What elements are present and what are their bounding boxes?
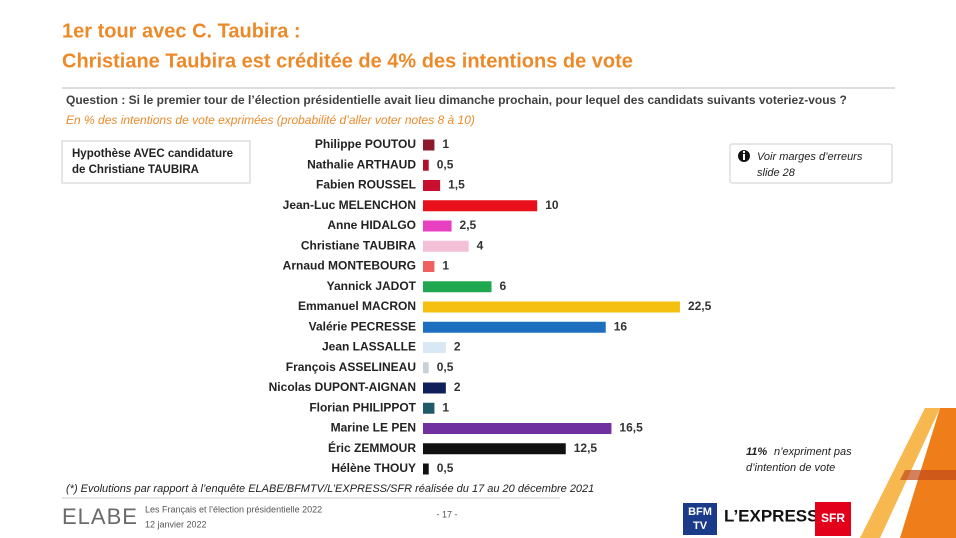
chart: Philippe POUTOU 1 Nathalie ARTHAUD 0,5 Fabie… <box>269 137 712 475</box>
bar <box>423 362 429 374</box>
bar <box>423 240 469 252</box>
decor <box>900 470 956 480</box>
abstention-share: 11% <box>746 446 767 458</box>
bar <box>423 159 429 171</box>
logo-express: L’EXPRESS <box>724 506 818 525</box>
bar <box>423 180 441 191</box>
margins-note: slide 28 <box>757 167 796 179</box>
question: Question : Si le premier tour de l’élect… <box>66 93 847 107</box>
bar <box>423 200 538 212</box>
bar <box>423 382 446 394</box>
bar <box>423 261 435 272</box>
margins-box <box>729 143 893 184</box>
category-label: Nicolas DUPONT-AIGNAN <box>269 380 416 394</box>
value-label: 1,5 <box>448 178 465 192</box>
value-label: 2,5 <box>460 218 477 232</box>
category-label: Jean LASSALLE <box>322 340 416 354</box>
hypothesis: de Christiane TAUBIRA <box>72 164 199 176</box>
category-label: Marine LE PEN <box>331 421 416 435</box>
value-label: 16,5 <box>619 421 643 435</box>
logo-text: BFM <box>688 506 712 518</box>
bar <box>423 220 452 232</box>
value-label: 1 <box>442 137 449 151</box>
bar <box>423 301 680 313</box>
category-label: Éric ZEMMOUR <box>328 440 416 455</box>
value-label: 0,5 <box>437 360 454 374</box>
page-number: - 17 - <box>436 509 457 519</box>
category-label: Fabien ROUSSEL <box>316 178 416 192</box>
value-label: 0,5 <box>437 461 454 475</box>
hypothesis-box <box>61 140 251 184</box>
category-label: Florian PHILIPPOT <box>309 400 416 414</box>
value-label: 0,5 <box>437 157 454 171</box>
hypothesis: Hypothèse AVEC candidature <box>72 148 233 160</box>
margins-note: Voir marges d’erreurs <box>757 151 863 163</box>
logo-bfm <box>683 503 717 535</box>
note: En % des intentions de vote exprimées (p… <box>66 113 475 127</box>
category-label: Jean-Luc MELENCHON <box>283 198 416 212</box>
category-label: Yannick JADOT <box>327 279 417 293</box>
value-label: 2 <box>454 340 461 354</box>
value-label: 12,5 <box>574 441 598 455</box>
value-label: 22,5 <box>688 299 712 313</box>
info-icon-dot <box>743 151 745 153</box>
value-label: 16 <box>614 319 628 333</box>
category-label: Arnaud MONTEBOURG <box>283 259 416 273</box>
bar <box>423 423 612 434</box>
study: Les Français et l’élection présidentiell… <box>145 504 322 514</box>
info-icon-stem <box>743 154 745 160</box>
abstention-text: n’expriment pas <box>774 446 852 458</box>
category-label: Nathalie ARTHAUD <box>307 157 416 171</box>
value-label: 2 <box>454 380 461 394</box>
logo-text: TV <box>693 520 708 532</box>
value-label: 1 <box>442 259 449 273</box>
bar <box>423 139 435 151</box>
abstention-text: d’intention de vote <box>746 462 835 474</box>
value-label: 1 <box>442 400 449 414</box>
title-line: Christiane Taubira est créditée de 4% de… <box>62 50 633 72</box>
bar <box>423 342 446 353</box>
category-label: Valérie PECRESSE <box>309 319 416 333</box>
bar <box>423 443 566 455</box>
category-label: Christiane TAUBIRA <box>301 238 416 252</box>
decor <box>860 408 940 538</box>
value-label: 6 <box>500 279 507 293</box>
category-label: François ASSELINEAU <box>286 360 416 374</box>
bar <box>423 463 429 475</box>
bar <box>423 402 435 414</box>
logo-text: SFR <box>821 511 845 525</box>
bar <box>423 281 492 293</box>
value-label: 4 <box>477 238 484 252</box>
category-label: Philippe POUTOU <box>315 137 416 151</box>
date: 12 janvier 2022 <box>145 519 207 529</box>
title-line: 1er tour avec C. Taubira : <box>62 20 301 42</box>
category-label: Anne HIDALGO <box>327 218 416 232</box>
category-label: Hélène THOUY <box>331 461 416 475</box>
category-label: Emmanuel MACRON <box>298 299 416 313</box>
bar <box>423 321 606 333</box>
logo-sfr <box>815 502 851 536</box>
value-label: 10 <box>545 198 559 212</box>
footnote: (*) Evolutions par rapport à l’enquête E… <box>66 483 594 495</box>
brand: ELABE <box>62 504 138 529</box>
